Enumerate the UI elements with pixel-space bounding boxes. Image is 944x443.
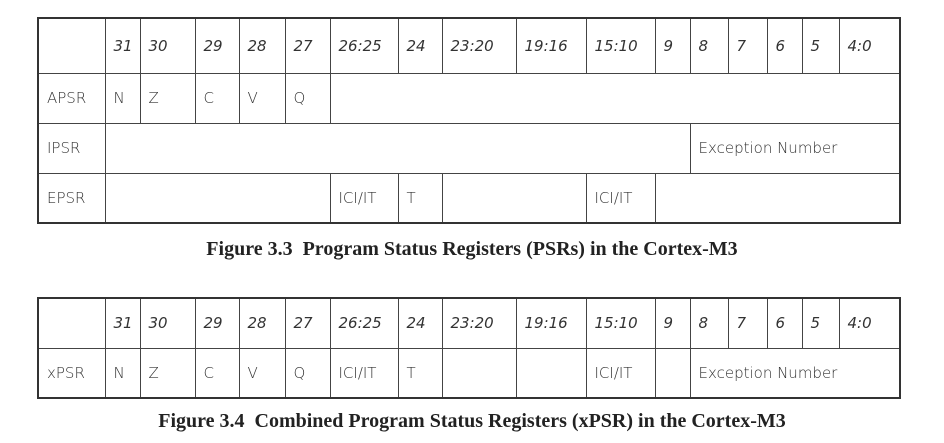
bit-header: 24 <box>397 297 443 349</box>
bit-header: 27 <box>284 17 331 74</box>
field <box>441 347 517 399</box>
bit-header: 29 <box>194 297 240 349</box>
register-name: APSR <box>37 72 106 124</box>
register-name: EPSR <box>37 172 106 224</box>
bit-header: 19:16 <box>515 297 587 349</box>
bit-header: 24 <box>397 17 443 74</box>
bit-header: 4:0 <box>838 297 901 349</box>
bit-header <box>37 17 106 74</box>
field: Z <box>139 347 196 399</box>
field: Exception Number <box>689 347 901 399</box>
bit-header: 30 <box>139 17 196 74</box>
bit-header <box>37 297 106 349</box>
field <box>654 172 901 224</box>
bit-header: 5 <box>801 297 840 349</box>
field: C <box>194 347 240 399</box>
header-row: 31 30 29 28 27 26:25 24 23:20 19:16 15:10 9 8 7 6 5 4:0 <box>37 297 901 349</box>
bit-header: 27 <box>284 297 331 349</box>
bit-header: 6 <box>766 297 803 349</box>
register-name: IPSR <box>37 122 106 174</box>
field: Z <box>139 72 196 124</box>
bit-header: 15:10 <box>585 17 656 74</box>
register-row: xPSR N Z C V Q ICI/IT T ICI/IT Exception Number <box>37 347 901 399</box>
bit-header: 29 <box>194 17 240 74</box>
field <box>329 72 901 124</box>
register-row: EPSR ICI/IT T ICI/IT <box>37 172 901 224</box>
bit-header: 8 <box>689 17 729 74</box>
field <box>104 172 331 224</box>
field: N <box>104 347 141 399</box>
field: Exception Number <box>689 122 901 174</box>
field <box>104 122 691 174</box>
field <box>441 172 587 224</box>
register-name: xPSR <box>37 347 106 399</box>
bit-header: 19:16 <box>515 17 587 74</box>
bit-header: 6 <box>766 17 803 74</box>
figure-caption: Figure 3.4 Combined Program Status Regis… <box>158 410 786 432</box>
field: ICI/IT <box>329 172 399 224</box>
bit-header: 30 <box>139 297 196 349</box>
header-row: 31 30 29 28 27 26:25 24 23:20 19:16 15:10 9 8 7 6 5 4:0 <box>37 17 901 74</box>
field: ICI/IT <box>585 347 656 399</box>
bit-header: 9 <box>654 17 691 74</box>
bit-header: 28 <box>238 297 286 349</box>
field: ICI/IT <box>585 172 656 224</box>
register-table: 31 30 29 28 27 26:25 24 23:20 19:16 15:10 9 8 7 6 5 4:0… <box>37 17 901 224</box>
bit-header: 28 <box>238 17 286 74</box>
bit-header: 8 <box>689 297 729 349</box>
bit-header: 23:20 <box>441 297 517 349</box>
bit-header: 26:25 <box>329 17 399 74</box>
field: C <box>194 72 240 124</box>
register-table: 31 30 29 28 27 26:25 24 23:20 19:16 15:10 9 8 7 6 5 4:0… <box>37 297 901 399</box>
field: Q <box>284 72 331 124</box>
field <box>515 347 587 399</box>
field <box>654 347 691 399</box>
bit-header: 7 <box>727 297 768 349</box>
figure-caption: Figure 3.3 Program Status Registers (PSR… <box>206 238 738 260</box>
bit-header: 31 <box>104 297 141 349</box>
field: V <box>238 72 286 124</box>
field: N <box>104 72 141 124</box>
bit-header: 7 <box>727 17 768 74</box>
bit-header: 4:0 <box>838 17 901 74</box>
bit-header: 26:25 <box>329 297 399 349</box>
field: V <box>238 347 286 399</box>
register-row: IPSR Exception Number <box>37 122 901 174</box>
field: ICI/IT <box>329 347 399 399</box>
bit-header: 15:10 <box>585 297 656 349</box>
bit-header: 31 <box>104 17 141 74</box>
field: Q <box>284 347 331 399</box>
bit-header: 23:20 <box>441 17 517 74</box>
bit-header: 5 <box>801 17 840 74</box>
bit-header: 9 <box>654 297 691 349</box>
register-row: APSR N Z C V Q <box>37 72 901 124</box>
field: T <box>397 172 443 224</box>
field: T <box>397 347 443 399</box>
